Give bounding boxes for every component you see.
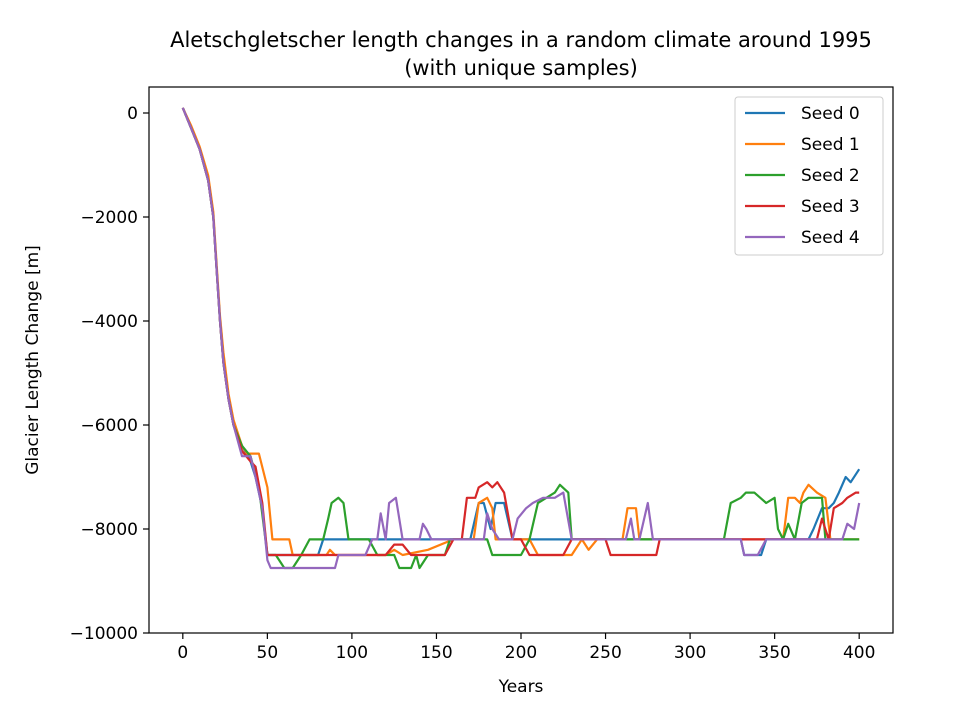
x-axis-label: Years	[498, 677, 544, 697]
x-axis: 0 50 100 150 200 250 300 350 400	[177, 633, 875, 663]
x-tick-label: 250	[589, 643, 621, 663]
legend-label-seed-3: Seed 3	[801, 197, 860, 217]
legend-label-seed-0: Seed 0	[801, 104, 860, 124]
series-line-seed-4	[181, 107, 861, 570]
x-tick-label: 350	[758, 643, 790, 663]
y-tick-label: −2000	[80, 208, 138, 228]
y-tick-label: −10000	[70, 624, 138, 644]
y-tick-label: −8000	[80, 520, 138, 540]
legend-label-seed-2: Seed 2	[801, 166, 860, 186]
y-tick-label: −4000	[80, 312, 138, 332]
chart-subtitle: (with unique samples)	[404, 56, 638, 80]
y-axis-label: Glacier Length Change [m]	[23, 245, 43, 475]
legend-box	[734, 96, 884, 256]
legend-label-seed-4: Seed 4	[801, 228, 860, 248]
x-tick-label: 0	[177, 643, 188, 663]
y-axis: 0 −2000 −4000 −6000 −8000 −10000	[70, 104, 149, 644]
x-tick-label: 50	[257, 643, 279, 663]
y-tick-label: −6000	[80, 416, 138, 436]
y-tick-label: 0	[127, 104, 138, 124]
x-tick-label: 150	[420, 643, 452, 663]
x-tick-label: 400	[843, 643, 875, 663]
x-tick-label: 300	[674, 643, 706, 663]
chart-title: Aletschgletscher length changes in a ran…	[170, 28, 872, 52]
series-layer	[181, 107, 861, 570]
x-tick-label: 100	[336, 643, 368, 663]
legend-label-seed-1: Seed 1	[801, 135, 860, 155]
x-tick-label: 200	[505, 643, 537, 663]
legend: Seed 0 Seed 1 Seed 2 Seed 3 Seed 4	[734, 96, 884, 256]
